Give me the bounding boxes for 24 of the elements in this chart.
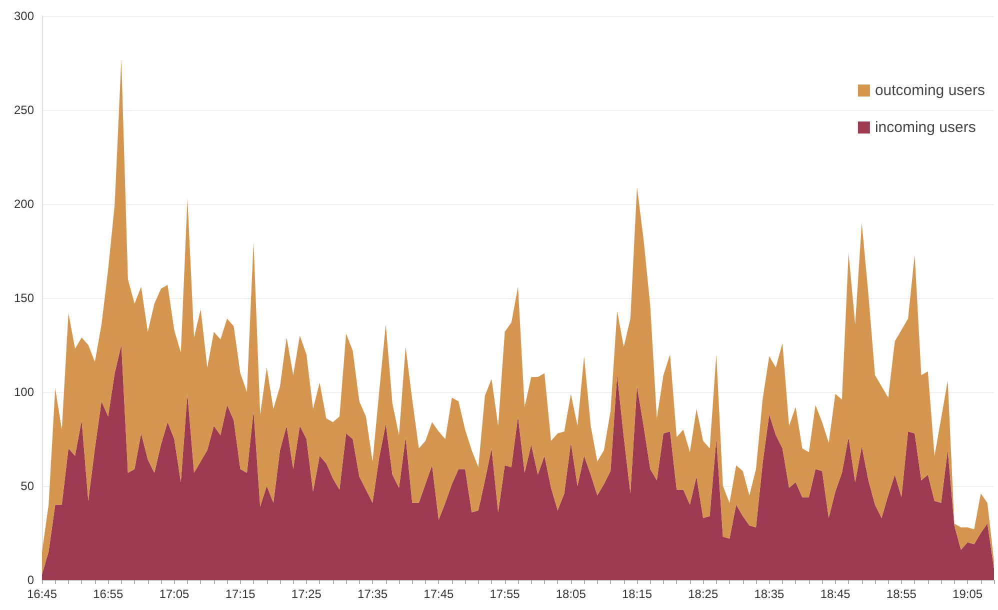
x-tick-label: 18:25 xyxy=(688,587,718,601)
x-tick-label: 17:35 xyxy=(358,587,388,601)
y-tick-label: 150 xyxy=(14,291,34,305)
x-tick-label: 17:55 xyxy=(490,587,520,601)
x-tick-label: 17:05 xyxy=(159,587,190,601)
y-tick-label: 250 xyxy=(14,103,34,117)
x-tick-label: 18:45 xyxy=(820,587,851,601)
y-tick-label: 200 xyxy=(14,197,34,211)
y-tick-label: 50 xyxy=(20,479,34,493)
x-tick-label: 16:55 xyxy=(93,587,124,601)
x-tick-label: 18:15 xyxy=(622,587,652,601)
y-tick-label: 100 xyxy=(14,385,34,399)
y-tick-label: 300 xyxy=(14,9,34,23)
x-tick-label: 18:05 xyxy=(556,587,586,601)
x-tick-label: 18:55 xyxy=(886,587,917,601)
x-tick-label: 17:15 xyxy=(225,587,256,601)
x-tick-label: 16:45 xyxy=(26,587,58,601)
legend-label: outcoming users xyxy=(874,82,986,99)
x-tick-label: 17:45 xyxy=(424,587,454,601)
legend-label: incoming users xyxy=(874,119,976,136)
x-tick-label: 17:25 xyxy=(291,587,322,601)
y-tick-label: 0 xyxy=(27,573,34,587)
x-tick-label: 18:35 xyxy=(754,587,785,601)
x-tick-label: 19:05 xyxy=(952,587,983,601)
